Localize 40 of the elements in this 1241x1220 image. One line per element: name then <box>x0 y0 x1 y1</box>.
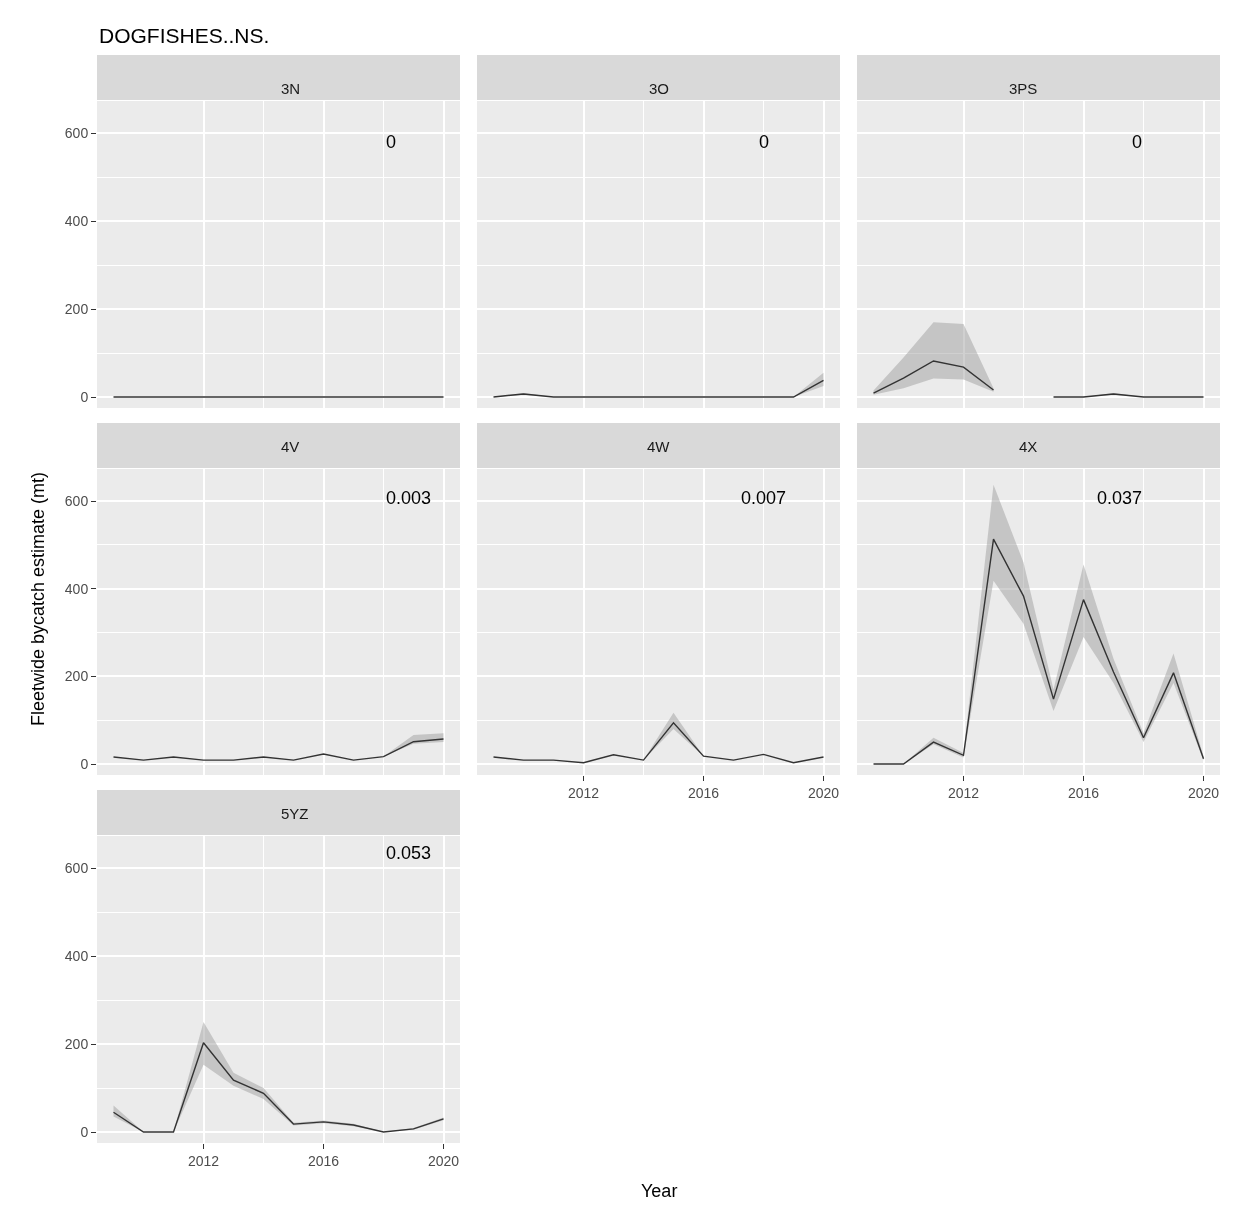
chart-title: 3PS <box>1009 80 1038 97</box>
x-tick-label: 2016 <box>1067 784 1100 801</box>
x-axis-title: Year <box>641 1181 678 1201</box>
annotation: 0 <box>759 132 770 152</box>
chart-title: 3N <box>281 80 301 97</box>
y-tick-label: 600 <box>64 860 89 877</box>
x-tick-label: 2012 <box>947 784 980 801</box>
y-tick-label: 200 <box>64 1035 89 1052</box>
chart-title: 5YZ <box>281 805 309 822</box>
annotation: 0.003 <box>386 488 432 508</box>
x-tick-label: 2016 <box>307 1152 340 1169</box>
x-tick-label: 2020 <box>807 784 840 801</box>
y-tick-label: 400 <box>64 212 89 229</box>
chart-title: 4W <box>647 438 671 455</box>
x-tick-label: 2020 <box>427 1152 460 1169</box>
y-tick-label: 400 <box>64 947 89 964</box>
annotation: 0 <box>1132 132 1143 152</box>
y-tick-label: 0 <box>80 755 89 772</box>
y-axis-title: Fleetwide bycatch estimate (mt) <box>28 471 48 726</box>
y-tick-label: 0 <box>80 1123 89 1140</box>
annotation: 0.007 <box>741 488 787 508</box>
line-series <box>112 1042 445 1133</box>
annotation: 0.037 <box>1097 488 1143 508</box>
y-tick-label: 600 <box>64 125 89 142</box>
y-tick-label: 600 <box>64 492 89 509</box>
x-tick-label: 2012 <box>187 1152 220 1169</box>
x-tick-label: 2016 <box>687 784 720 801</box>
text: DOGFISHES..NS. <box>99 24 270 47</box>
chart-title: 4V <box>281 438 300 455</box>
y-tick-label: 200 <box>64 300 89 317</box>
x-tick-label: 2012 <box>567 784 600 801</box>
x-tick-label: 2020 <box>1187 784 1220 801</box>
chart-title: 3O <box>649 80 670 97</box>
y-tick-label: 200 <box>64 668 89 685</box>
chart-title: 4X <box>1019 438 1038 455</box>
y-tick-label: 400 <box>64 580 89 597</box>
line-series <box>112 738 445 761</box>
annotation: 0 <box>386 132 397 152</box>
annotation: 0.053 <box>386 843 432 863</box>
y-tick-label: 0 <box>80 388 89 405</box>
